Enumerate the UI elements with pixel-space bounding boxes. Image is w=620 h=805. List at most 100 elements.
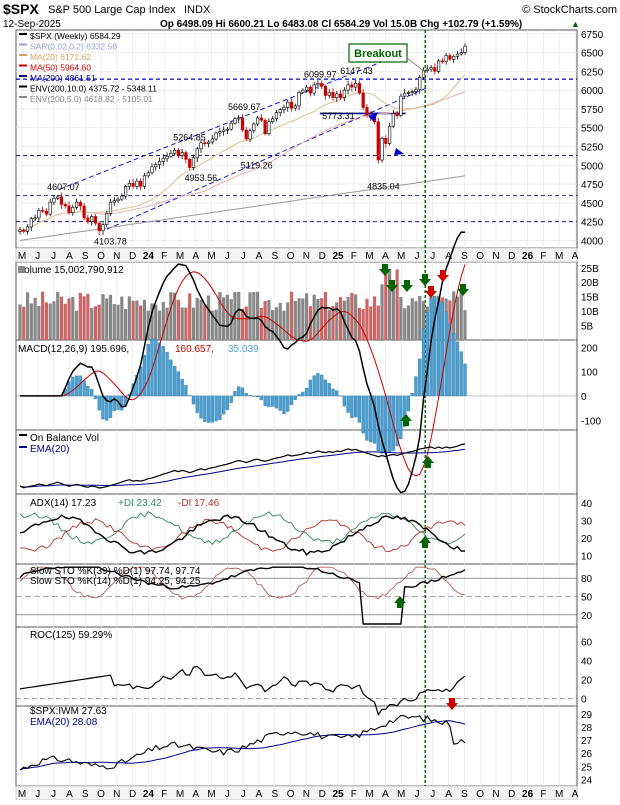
price-candle-body <box>452 56 455 59</box>
month-tick-1-5: O <box>97 789 105 800</box>
volume-bar <box>399 297 402 340</box>
price-candle-body <box>128 183 131 186</box>
price-candle-body <box>320 83 323 86</box>
price-ytick-8: 4750 <box>581 180 604 191</box>
price-candle-body <box>441 61 444 62</box>
price-candle-body <box>268 122 271 134</box>
price-annotation-3: 4953.56 <box>185 173 218 183</box>
volume-bar <box>339 297 342 340</box>
volume-bar <box>18 304 21 340</box>
roc-ytick-2: 20 <box>581 675 593 686</box>
month-tick-1-22: M <box>365 789 373 800</box>
macd-hist-bar <box>399 396 402 439</box>
price-ytick-4: 5750 <box>581 105 604 116</box>
price-candle-body <box>343 90 346 98</box>
month-tick-0-9: F <box>161 251 167 262</box>
volume-ytick-1: 20B <box>581 278 599 289</box>
obv-legend-0: EMA(20) <box>30 444 69 455</box>
macd-hist-bar <box>316 373 319 396</box>
volume-bar <box>45 302 48 340</box>
index-name: S&P 500 Large Cap Index <box>48 4 176 16</box>
macd-hist-bar <box>233 391 236 396</box>
ratio-ytick-5: 24 <box>581 775 593 786</box>
price-candle-body <box>41 210 44 211</box>
exchange-label: INDX <box>184 4 211 16</box>
price-candle-body <box>75 202 78 207</box>
volume-bar <box>226 295 229 340</box>
price-ytick-10: 4250 <box>581 218 604 229</box>
month-tick-1-11: A <box>192 789 199 800</box>
price-annotation-8: 5773.31 <box>322 111 355 121</box>
price-candle-body <box>203 143 206 144</box>
macd-hist-bar <box>120 396 123 410</box>
price-candle-body <box>305 87 308 90</box>
macd-hist-bar <box>147 344 150 396</box>
price-candle-body <box>166 156 169 158</box>
price-candle-body <box>309 87 312 93</box>
macd-hist-bar <box>211 396 214 422</box>
price-candle-body <box>317 83 320 85</box>
volume-bar <box>294 301 297 340</box>
sto-title-1: Slow STO %K(14) %D(1) 94.25, 94.25 <box>30 576 201 587</box>
price-candle-body <box>411 92 414 93</box>
macd-hist-bar <box>90 389 93 396</box>
macd-hist-bar <box>162 346 165 396</box>
macd-hist-bar <box>245 393 248 396</box>
month-tick-0-33: F <box>540 251 546 262</box>
month-tick-1-0: M <box>18 789 26 800</box>
volume-legend-swatch <box>18 266 25 273</box>
month-tick-1-21: F <box>351 789 357 800</box>
price-candle-body <box>177 150 180 155</box>
month-tick-1-1: J <box>35 789 40 800</box>
price-candle-body <box>400 96 403 116</box>
month-tick-1-7: D <box>129 789 136 800</box>
price-ytick-11: 4000 <box>581 236 604 247</box>
month-tick-1-26: J <box>430 789 435 800</box>
macd-hist-bar <box>192 396 195 404</box>
month-tick-0-21: F <box>351 251 357 262</box>
volume-bar <box>184 308 187 340</box>
volume-bar <box>90 308 93 340</box>
price-candle-body <box>275 113 278 119</box>
price-candle-body <box>415 89 418 91</box>
price-candle-body <box>200 143 203 149</box>
price-candle-body <box>249 131 252 139</box>
price-candle-body <box>381 138 384 160</box>
macd-hist-bar <box>369 396 372 442</box>
volume-bar <box>414 301 417 340</box>
month-tick-1-27: A <box>445 789 452 800</box>
volume-bar <box>252 292 255 340</box>
macd-ytick-1: 100 <box>581 368 598 379</box>
volume-bar <box>116 305 119 340</box>
month-tick-1-34: M <box>555 789 563 800</box>
roc-title: ROC(125) 59.29% <box>30 630 112 641</box>
volume-bar <box>222 297 225 340</box>
price-annotation-5: 5119.26 <box>241 160 273 170</box>
price-candle-body <box>328 92 331 95</box>
volume-bar <box>192 308 195 340</box>
volume-bar <box>377 306 380 340</box>
price-candle-body <box>38 210 41 218</box>
month-tick-0-32: 26 <box>522 251 534 262</box>
price-candle-body <box>449 56 452 60</box>
macd-hist-bar <box>109 396 112 418</box>
month-tick-0-8: 24 <box>143 251 155 262</box>
price-ytick-9: 4500 <box>581 199 604 210</box>
month-tick-1-23: A <box>382 789 389 800</box>
volume-bar <box>418 296 421 340</box>
volume-bar <box>83 296 86 340</box>
price-candle-body <box>22 230 25 232</box>
date-label: 12-Sep-2025 <box>3 19 61 30</box>
volume-bar <box>407 305 410 340</box>
price-candle-body <box>53 198 56 202</box>
price-candle-body <box>151 167 154 173</box>
price-candle-body <box>324 86 327 95</box>
price-ytick-1: 6500 <box>581 49 604 60</box>
volume-bar <box>79 293 82 340</box>
price-ytick-6: 5250 <box>581 143 604 154</box>
price-candle-body <box>162 159 165 162</box>
month-tick-1-8: 24 <box>143 789 155 800</box>
price-candle-body <box>158 162 161 165</box>
